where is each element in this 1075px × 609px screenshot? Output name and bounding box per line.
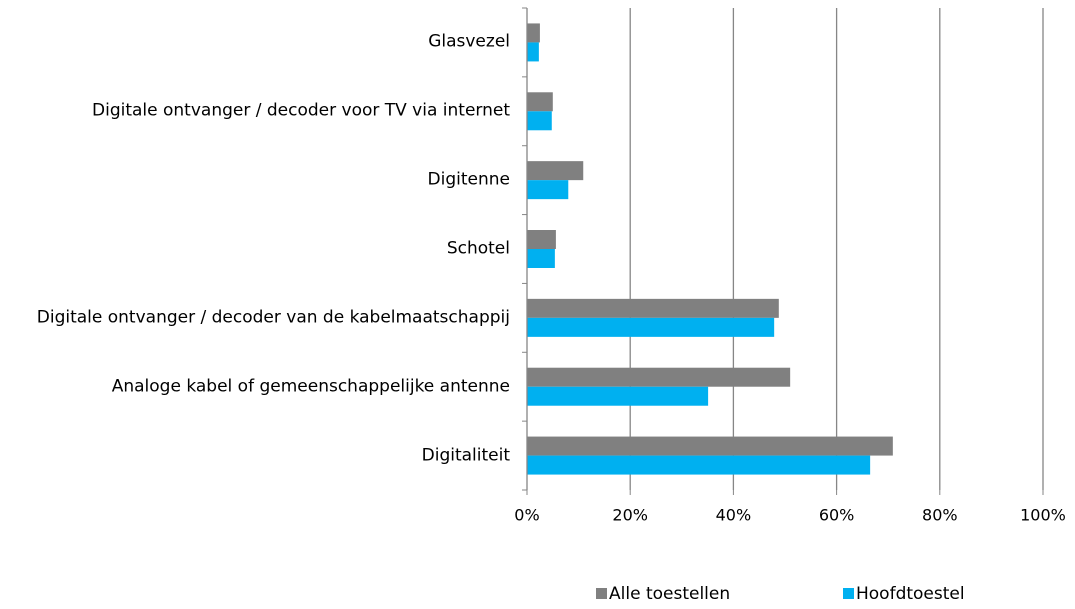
bar [527, 455, 871, 475]
x-tick-label: 40% [716, 506, 752, 525]
category-label: Digitale ontvanger / decoder van de kabe… [36, 307, 510, 328]
x-tick-label: 100% [1020, 506, 1066, 525]
bar [527, 92, 553, 112]
bar [527, 436, 893, 456]
legend-swatch [843, 588, 854, 599]
x-tick-label: 20% [612, 506, 648, 525]
category-label: Digitale ontvanger / decoder voor TV via… [92, 100, 510, 121]
category-label: Analoge kabel of gemeenschappelijke ante… [111, 376, 510, 397]
bar [527, 161, 584, 181]
y-tick-label: Digitaliteit [422, 444, 510, 467]
y-tick-label: Glasvezel [428, 31, 510, 54]
bar [527, 23, 540, 43]
bar [527, 42, 539, 62]
legend-swatch [596, 588, 607, 599]
category-label: Glasvezel [428, 31, 510, 52]
x-tick-label: 80% [922, 506, 958, 525]
bar [527, 367, 791, 387]
category-label: Digitenne [427, 169, 510, 190]
category-label: Schotel [446, 238, 510, 259]
legend-label: Hoofdtoestel [856, 584, 965, 604]
bar [527, 386, 709, 406]
category-label: Digitaliteit [421, 445, 510, 466]
legend-label: Alle toestellen [609, 584, 730, 604]
bar [527, 230, 556, 249]
bar [527, 317, 775, 337]
y-tick-label: Digitale ontvanger / decoder voor TV via… [92, 100, 510, 123]
y-tick-label: Digitale ontvanger / decoder van de kabe… [37, 306, 510, 329]
x-tick-label: 60% [819, 506, 855, 525]
x-tick-label: 0% [514, 506, 539, 525]
y-tick-label: Digitenne [428, 169, 510, 192]
y-tick-label: Analoge kabel of gemeenschappelijke ante… [112, 375, 510, 398]
bar [527, 298, 779, 318]
bar [527, 180, 569, 200]
bar [527, 111, 552, 131]
y-tick-label: Schotel [447, 238, 510, 261]
bar [527, 249, 555, 268]
